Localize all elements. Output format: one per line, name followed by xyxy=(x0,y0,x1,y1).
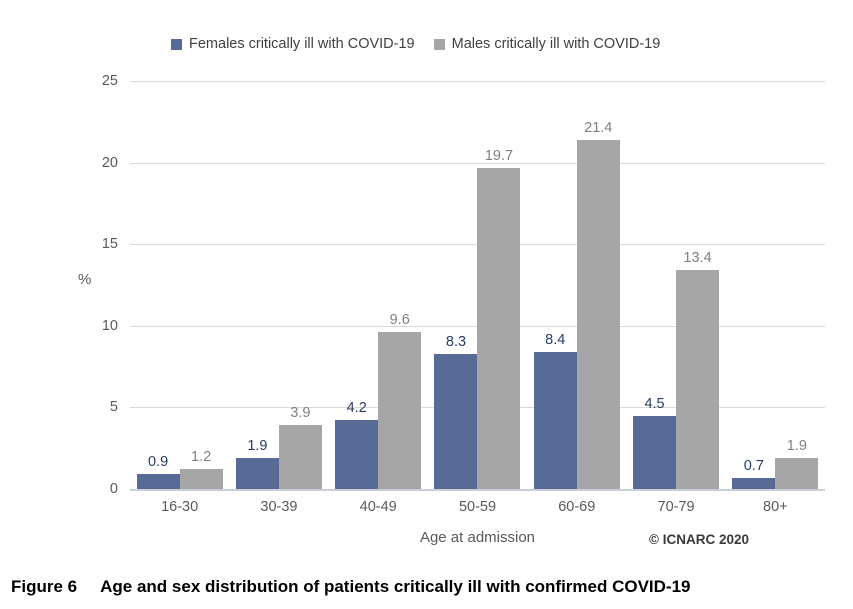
bar-value-label: 0.9 xyxy=(148,454,169,471)
bar-with-label: 4.5 xyxy=(633,81,677,489)
x-tick-label: 70-79 xyxy=(657,499,695,515)
bar xyxy=(732,477,776,489)
bar-group: 0.9 1.2 xyxy=(130,81,229,489)
bar-value-label: 19.7 xyxy=(484,147,514,164)
bar xyxy=(335,420,379,489)
males-legend-swatch-icon xyxy=(433,38,445,50)
bar xyxy=(378,332,422,489)
bar xyxy=(434,353,478,489)
x-tick-label: 30-39 xyxy=(260,499,298,515)
bar-value-label: 21.4 xyxy=(584,119,613,136)
legend-item-females: Females critically ill with COVID-19 xyxy=(171,36,415,52)
y-tick-label: 0 xyxy=(109,481,118,497)
x-tick-label: 50-59 xyxy=(458,499,497,515)
gridline xyxy=(130,81,825,82)
bar-group: 0.7 1.9 xyxy=(726,81,825,489)
bar xyxy=(633,415,677,489)
bar-value-label: 13.4 xyxy=(683,250,712,267)
bar-group: 8.4 21.4 xyxy=(527,81,626,489)
bar xyxy=(676,270,720,489)
bar xyxy=(775,458,819,489)
legend-item-males: Males critically ill with COVID-19 xyxy=(433,36,661,52)
bar-with-label: 13.4 xyxy=(676,81,720,489)
bar xyxy=(278,425,322,489)
bar xyxy=(179,469,223,489)
bar-value-label: 1.9 xyxy=(786,438,807,454)
bar-value-label: 8.4 xyxy=(545,331,566,348)
x-tick-label: 16-30 xyxy=(161,499,199,515)
bar-with-label: 1.2 xyxy=(179,81,223,489)
y-tick-label: 15 xyxy=(101,236,118,253)
bar-with-label: 1.9 xyxy=(775,81,819,489)
figure-caption: Figure 6 Age and sex distribution of pat… xyxy=(11,577,691,597)
y-tick-label: 25 xyxy=(101,73,118,89)
bar-value-label: 8.3 xyxy=(445,333,467,350)
gridline xyxy=(130,162,825,164)
x-tick-label: 80+ xyxy=(763,499,788,515)
legend-label-females: Females critically ill with COVID-19 xyxy=(189,36,415,52)
bar-value-label: 3.9 xyxy=(290,405,311,422)
bar-with-label: 1.9 xyxy=(235,81,279,489)
bar-group: 8.3 19.7 xyxy=(428,81,527,489)
bar xyxy=(136,474,180,489)
figure-caption-text: Age and sex distribution of patients cri… xyxy=(100,577,691,596)
x-axis-tick-labels: 16-30 30-39 40-49 50-59 60-69 70-79 80+ xyxy=(130,499,825,515)
bar-group: 1.9 3.9 xyxy=(229,81,328,489)
females-legend-swatch-icon xyxy=(171,38,182,50)
chart-legend: Females critically ill with COVID-19 Mal… xyxy=(171,36,660,52)
bar-with-label: 9.6 xyxy=(378,81,422,489)
bar xyxy=(576,139,620,489)
bar xyxy=(235,458,279,489)
bar-with-label: 8.3 xyxy=(434,81,478,489)
bar-value-label: 0.7 xyxy=(743,457,764,474)
figure-caption-label: Figure 6 xyxy=(11,577,78,596)
y-axis-title: % xyxy=(78,271,92,288)
bar-with-label: 4.2 xyxy=(335,81,379,489)
legend-label-males: Males critically ill with COVID-19 xyxy=(451,36,661,52)
bar-group: 4.2 9.6 xyxy=(329,81,428,489)
bar-with-label: 0.7 xyxy=(732,81,776,489)
bar-value-label: 4.5 xyxy=(644,395,665,412)
copyright-note: © ICNARC 2020 xyxy=(649,532,749,547)
bar-with-label: 8.4 xyxy=(533,81,577,489)
bar-with-label: 19.7 xyxy=(477,81,521,489)
bar xyxy=(533,351,577,489)
bar xyxy=(477,167,521,489)
y-axis-tick-labels: 0 5 10 15 20 25 xyxy=(60,73,118,497)
bar-with-label: 3.9 xyxy=(278,81,322,489)
bar-value-label: 9.6 xyxy=(389,312,410,329)
bar-group: 4.5 13.4 xyxy=(626,81,725,489)
y-tick-label: 5 xyxy=(109,399,118,416)
bar-value-label: 1.2 xyxy=(191,449,212,466)
y-tick-label: 10 xyxy=(101,317,118,334)
bar-value-label: 1.9 xyxy=(247,438,268,454)
bar-with-label: 0.9 xyxy=(136,81,180,489)
x-tick-label: 60-69 xyxy=(558,499,596,515)
y-tick-label: 20 xyxy=(101,154,118,171)
x-axis-title: Age at admission xyxy=(419,529,536,546)
bar-with-label: 21.4 xyxy=(576,81,620,489)
x-tick-label: 40-49 xyxy=(359,499,397,515)
bar-value-label: 4.2 xyxy=(346,400,367,417)
plot-area: 0.9 1.2 1.9 3.9 4.2 9.6 8.3 19.7 8.4 21.4 4.5 13.4 0… xyxy=(130,81,825,491)
